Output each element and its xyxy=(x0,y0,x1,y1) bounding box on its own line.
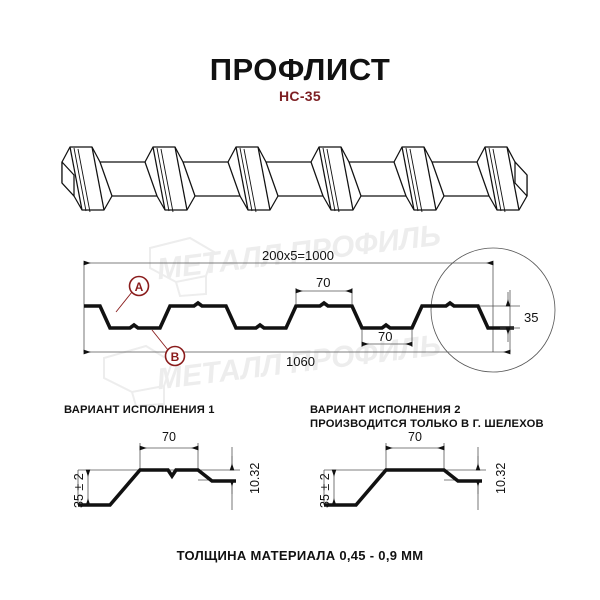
variant-2-drawing xyxy=(323,443,486,510)
variant-1-profile-polyline xyxy=(78,468,236,507)
isometric-sheet-view xyxy=(61,146,528,213)
dim-height-35 xyxy=(480,292,520,342)
variant-2-title: ВАРИАНТ ИСПОЛНЕНИЯ 2 xyxy=(310,404,461,416)
dim-top-flat xyxy=(295,288,353,305)
footer-material-thickness: ТОЛЩИНА МАТЕРИАЛА 0,45 - 0,9 ММ xyxy=(176,548,424,563)
page-subtitle: НС-35 xyxy=(279,88,321,104)
variant-2-dim-flat: 70 xyxy=(408,430,422,444)
variant-2-dim-small: 10.32 xyxy=(494,462,508,494)
dim-label-overall-pitch: 200x5=1000 xyxy=(262,248,334,263)
dim-label-bottom-flat: 70 xyxy=(378,329,393,344)
callout-marker-b xyxy=(151,329,186,367)
variant-1-dim-flat: 70 xyxy=(162,430,176,444)
variant-1-drawing xyxy=(77,443,240,510)
dim-label-top-flat: 70 xyxy=(316,275,331,290)
dim-label-total-width: 1060 xyxy=(286,354,315,369)
variant-1-title: ВАРИАНТ ИСПОЛНЕНИЯ 1 xyxy=(64,404,215,416)
marker-label-b: B xyxy=(170,350,180,364)
variant-1-dim-small: 10.32 xyxy=(248,462,262,494)
page-title: ПРОФЛИСТ xyxy=(209,52,391,87)
detail-circle xyxy=(430,247,556,373)
dim-label-height-35: 35 xyxy=(524,310,539,325)
variant-1-dim-height: 35 ± 2 xyxy=(72,473,86,508)
callout-marker-a xyxy=(115,275,150,313)
variant-2-dim-height: 35 ± 2 xyxy=(318,473,332,508)
marker-label-a: A xyxy=(134,280,144,294)
variant-2-subtitle: ПРОИЗВОДИТСЯ ТОЛЬКО В Г. ШЕЛЕХОВ xyxy=(310,418,544,430)
profile-polyline xyxy=(84,300,514,330)
cross-section-view xyxy=(83,247,556,373)
dim-bottom-flat xyxy=(361,329,413,347)
variant-2-profile-polyline xyxy=(324,468,482,507)
